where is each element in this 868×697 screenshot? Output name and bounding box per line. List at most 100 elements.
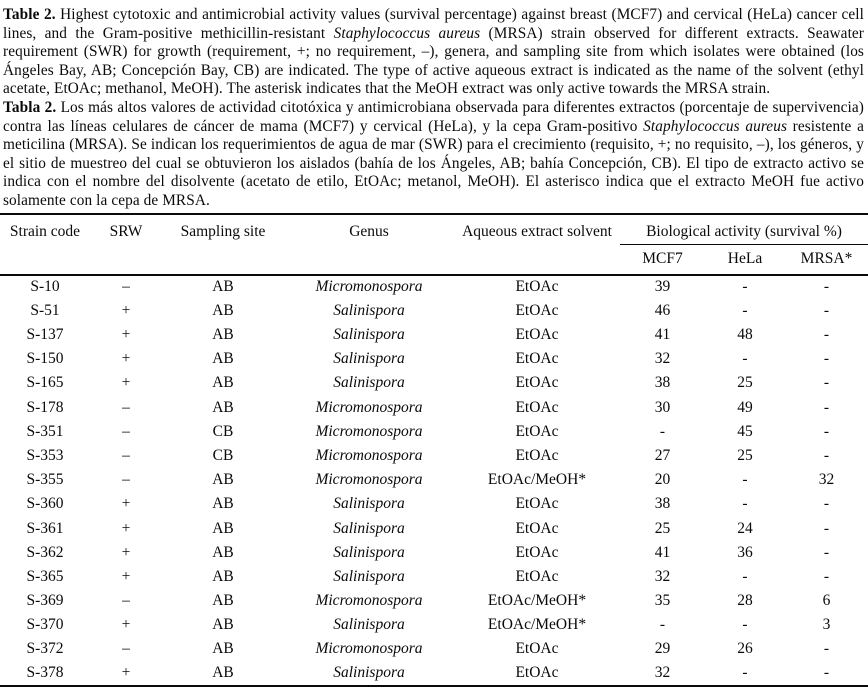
solvent-cell: EtOAc xyxy=(515,640,559,658)
mcf7-value: 35 xyxy=(654,592,671,610)
solvent-cell: EtOAc/MeOH* xyxy=(487,616,587,634)
genus-cell: Micromonospora xyxy=(315,471,423,489)
mcf7-value: 46 xyxy=(654,301,671,319)
solvent-cell: EtOAc xyxy=(515,350,559,368)
table-row: S-362 + AB Salinispora EtOAc 41 36 - xyxy=(0,541,868,565)
solvent-cell: EtOAc xyxy=(515,326,559,343)
srw-cell: – xyxy=(122,640,130,658)
table-row: S-165 + AB Salinispora EtOAc 38 25 - xyxy=(0,371,868,395)
mrsa-value: 32 xyxy=(818,471,835,489)
header-genus: Genus xyxy=(349,222,389,240)
genus-cell: Salinispora xyxy=(333,495,405,513)
solvent-cell: EtOAc xyxy=(515,543,559,561)
solvent-cell: EtOAc xyxy=(515,278,559,296)
mcf7-value: - xyxy=(659,616,666,634)
srw-cell: + xyxy=(121,495,131,513)
mrsa-value: - xyxy=(823,350,830,368)
sampling-site-cell: AB xyxy=(212,664,234,682)
strain-code-cell: S-361 xyxy=(26,519,64,537)
header-srw: SRW xyxy=(109,222,143,240)
genus-cell: Salinispora xyxy=(333,616,405,634)
sampling-site-cell: AB xyxy=(212,592,234,610)
srw-cell: – xyxy=(122,446,130,464)
strain-code-cell: S-369 xyxy=(26,592,64,610)
mcf7-value: - xyxy=(659,422,666,440)
header-mrsa: MRSA* xyxy=(800,250,853,268)
mcf7-value: 32 xyxy=(654,664,671,682)
strain-code-cell: S-353 xyxy=(26,446,64,464)
genus-cell: Salinispora xyxy=(333,543,405,561)
genus-cell: Micromonospora xyxy=(315,422,423,440)
header-row-sub: MCF7 HeLa MRSA* xyxy=(0,245,868,275)
hela-value: - xyxy=(742,301,748,319)
mrsa-value: - xyxy=(823,422,830,440)
hela-value: 28 xyxy=(737,592,753,610)
table-row: S-10 – AB Micromonospora EtOAc 39 - - xyxy=(0,275,868,299)
table-row: S-370 + AB Salinispora EtOAc/MeOH* - - 3 xyxy=(0,613,868,637)
table-row: S-361 + AB Salinispora EtOAc 25 24 - xyxy=(0,516,868,540)
table-row: S-369 – AB Micromonospora EtOAc/MeOH* 35 28 6 xyxy=(0,589,868,613)
header-biological-activity: Biological activity (survival %) xyxy=(620,213,868,246)
solvent-cell: EtOAc xyxy=(515,567,559,585)
mrsa-value: - xyxy=(823,446,830,464)
mrsa-value: - xyxy=(823,543,830,561)
solvent-cell: EtOAc/MeOH* xyxy=(487,471,587,489)
mrsa-value: - xyxy=(823,640,830,658)
srw-cell: – xyxy=(122,398,130,416)
table-row: S-353 – CB Micromonospora EtOAc 27 25 - xyxy=(0,444,868,468)
srw-cell: + xyxy=(121,567,131,585)
mrsa-value: - xyxy=(823,398,830,416)
mrsa-value: 3 xyxy=(822,616,831,634)
table-row: S-378 + AB Salinispora EtOAc 32 - - xyxy=(0,662,868,686)
mcf7-value: 38 xyxy=(654,495,671,513)
srw-cell: – xyxy=(122,592,130,610)
mcf7-value: 29 xyxy=(654,640,671,658)
table-row: S-372 – AB Micromonospora EtOAc 29 26 - xyxy=(0,637,868,661)
sampling-site-cell: AB xyxy=(212,543,234,561)
mcf7-value: 41 xyxy=(654,543,671,561)
table-header: Strain code SRW Sampling site Genus Aque… xyxy=(0,213,868,275)
solvent-cell: EtOAc xyxy=(515,519,559,537)
genus-cell: Micromonospora xyxy=(315,398,423,416)
srw-cell: + xyxy=(121,326,131,343)
sampling-site-cell: AB xyxy=(212,616,234,634)
hela-value: - xyxy=(742,350,748,368)
mrsa-value: - xyxy=(823,664,830,682)
genus-cell: Salinispora xyxy=(333,350,405,368)
strain-code-cell: S-165 xyxy=(26,374,64,392)
table-row: S-355 – AB Micromonospora EtOAc/MeOH* 20 - 32 xyxy=(0,468,868,492)
hela-value: - xyxy=(742,616,748,634)
genus-cell: Salinispora xyxy=(333,664,405,682)
srw-cell: + xyxy=(121,519,131,537)
solvent-cell: EtOAc xyxy=(515,374,559,392)
caption-text-en-1: Highest cytotoxic and antimicrobial acti… xyxy=(3,6,864,42)
mrsa-value: - xyxy=(823,495,830,513)
table-row: S-51 + AB Salinispora EtOAc 46 - - xyxy=(0,299,868,323)
srw-cell: + xyxy=(121,350,131,368)
hela-value: - xyxy=(742,664,748,682)
sampling-site-cell: AB xyxy=(212,301,234,319)
table-row: S-137 + AB Salinispora EtOAc 41 48 - xyxy=(0,323,868,347)
solvent-cell: EtOAc xyxy=(515,398,559,416)
table-body: S-10 – AB Micromonospora EtOAc 39 - - S-51 + AB Sal… xyxy=(0,274,868,686)
solvent-cell: EtOAc/MeOH* xyxy=(487,592,587,610)
hela-value: 36 xyxy=(737,543,753,561)
strain-code-cell: S-372 xyxy=(26,640,64,658)
table-captions: Table 2. Highest cytotoxic and antimicro… xyxy=(0,0,868,211)
header-hela: HeLa xyxy=(727,250,763,268)
strain-code-cell: S-362 xyxy=(26,543,64,561)
sampling-site-cell: AB xyxy=(212,471,234,489)
strain-code-cell: S-378 xyxy=(26,664,64,682)
hela-value: 49 xyxy=(737,398,753,416)
hela-value: - xyxy=(742,495,748,513)
genus-cell: Micromonospora xyxy=(315,592,423,610)
mrsa-value: 6 xyxy=(822,592,831,610)
table-row: S-351 – CB Micromonospora EtOAc - 45 - xyxy=(0,420,868,444)
genus-cell: Salinispora xyxy=(333,326,405,343)
srw-cell: – xyxy=(122,471,130,489)
sampling-site-cell: AB xyxy=(212,398,234,416)
table-caption-spanish: Tabla 2. Los más altos valores de activi… xyxy=(3,99,864,211)
table-row: S-178 – AB Micromonospora EtOAc 30 49 - xyxy=(0,395,868,419)
mrsa-value: - xyxy=(823,301,830,319)
caption-label-es: Tabla 2. xyxy=(3,98,57,116)
